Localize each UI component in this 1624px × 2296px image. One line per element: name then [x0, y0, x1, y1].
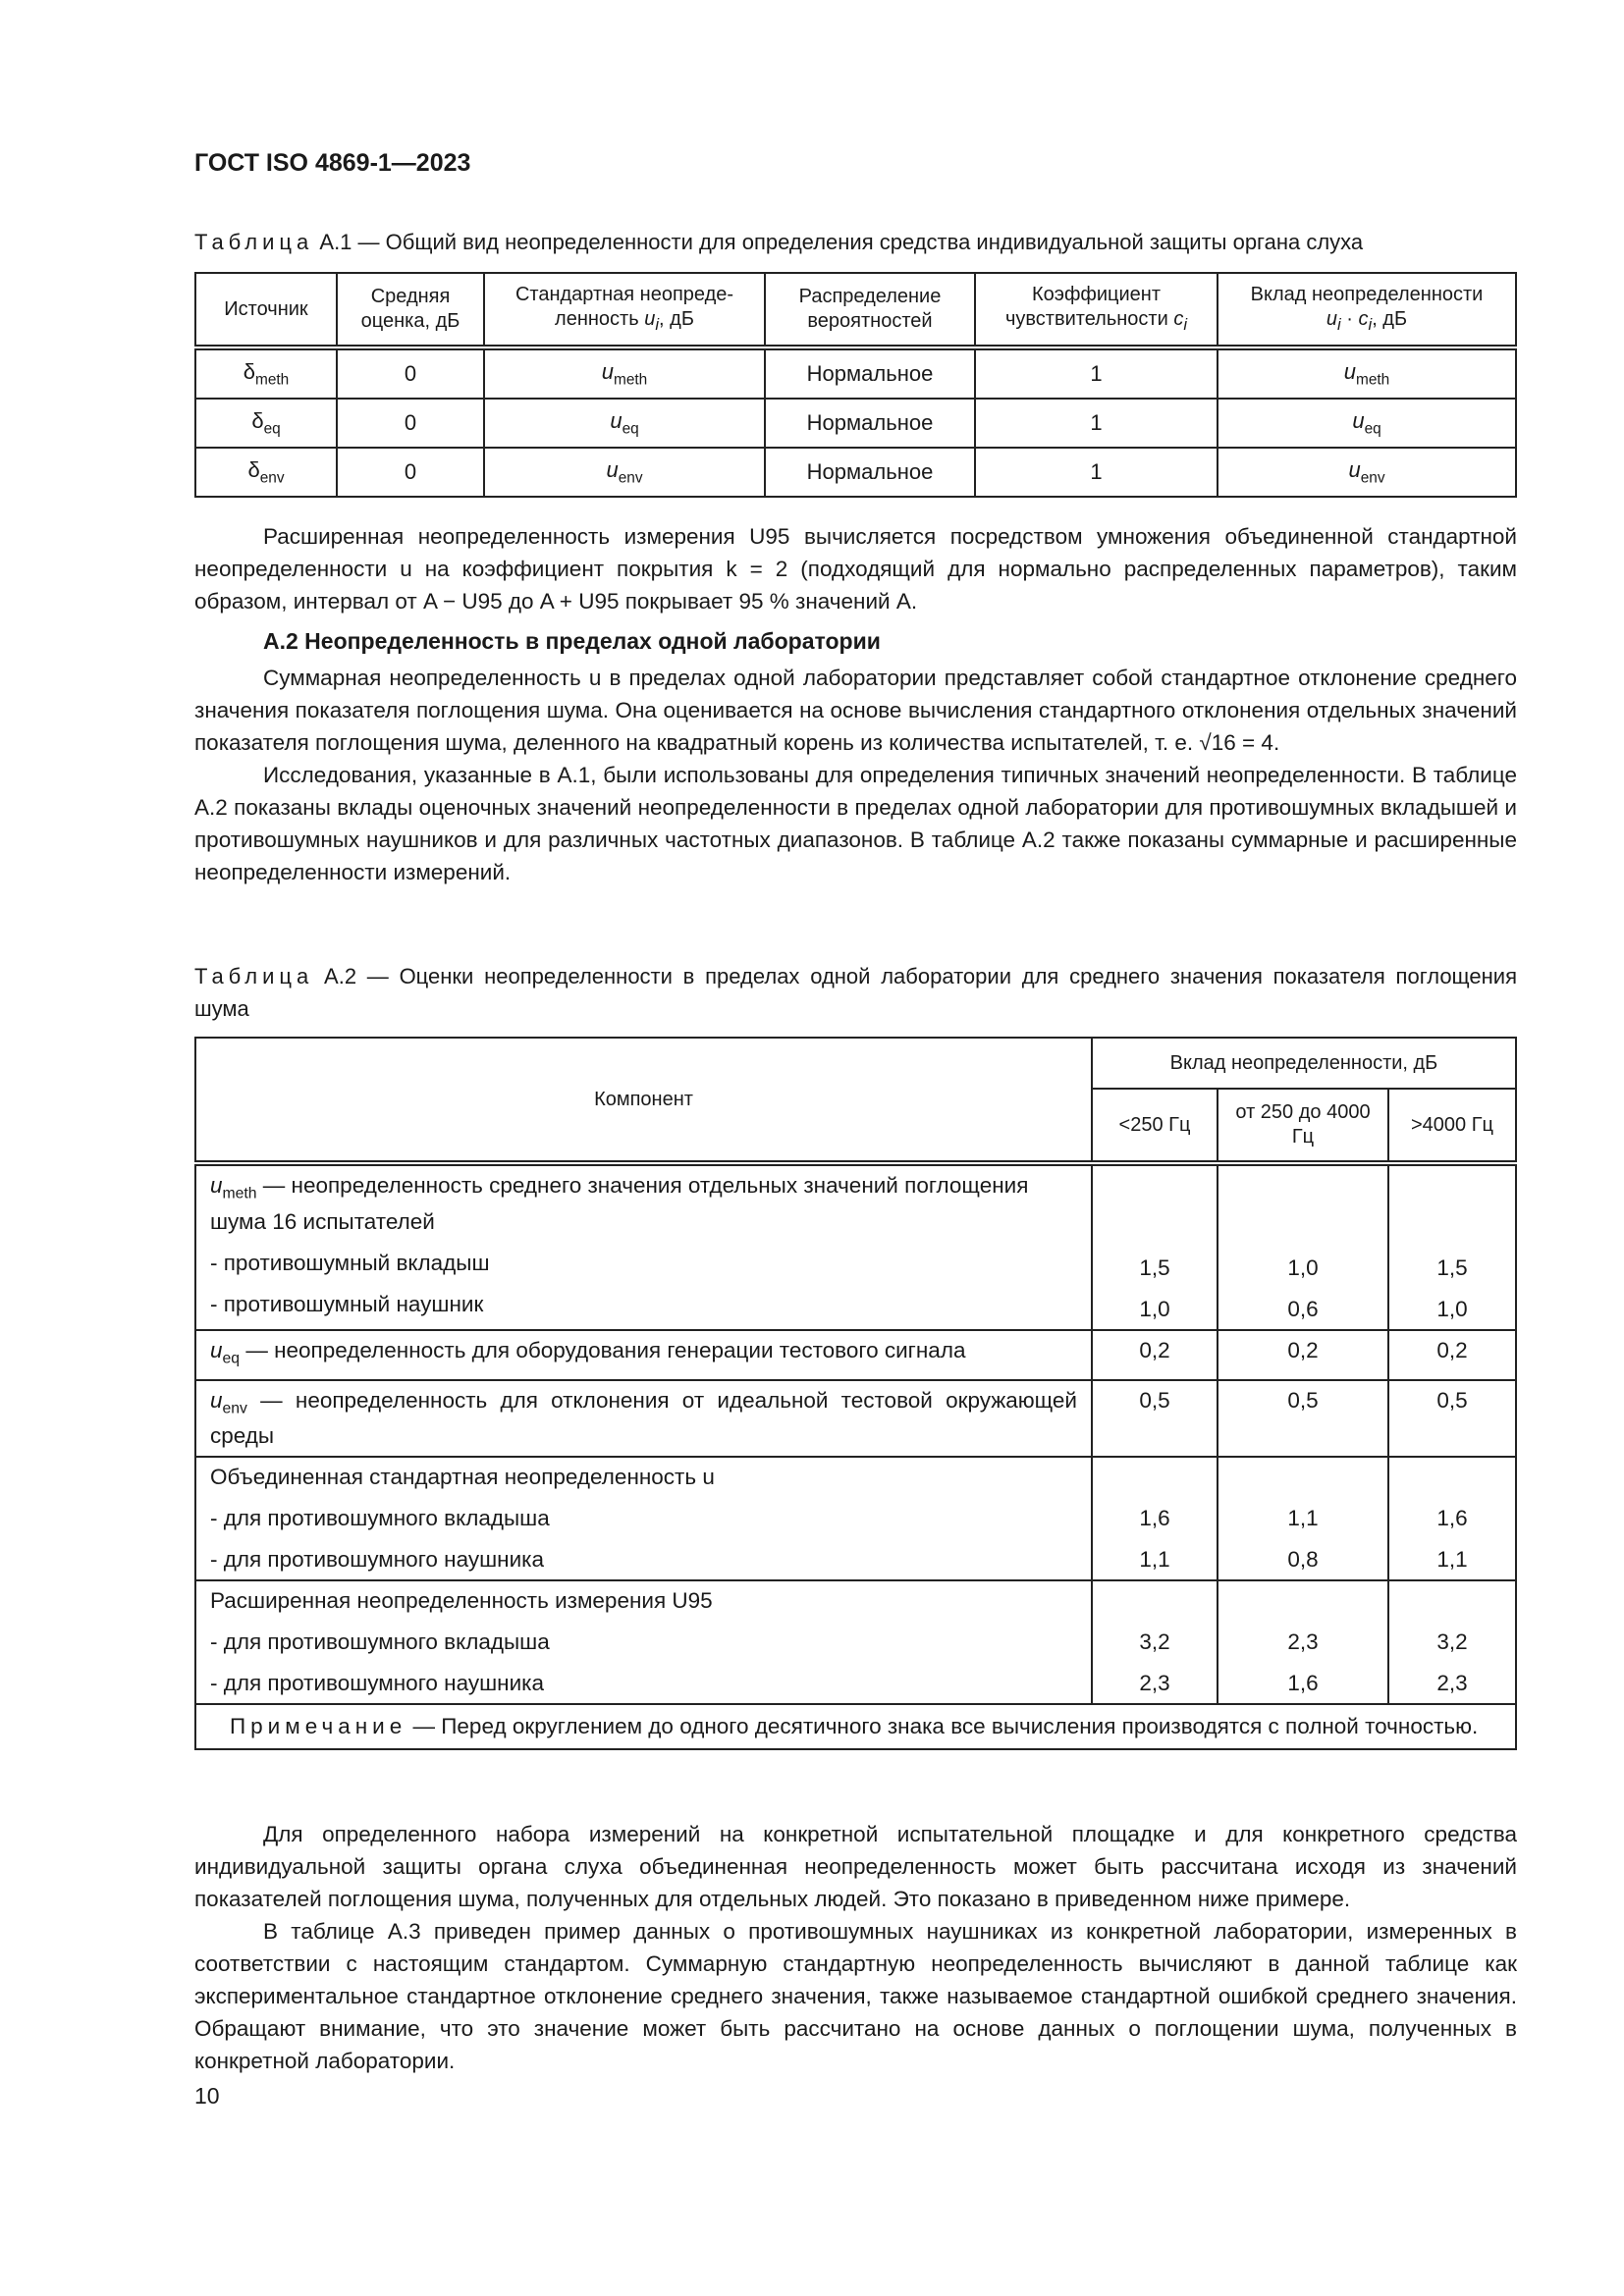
table-row-umeth: umeth — неопределенность среднего значен… — [194, 1160, 1517, 1331]
caption-label: Таблица — [194, 964, 314, 988]
paragraph-within-lab: Суммарная неопределенность u в пределах … — [194, 666, 1517, 755]
caption-text: А.2 — Оценки неопределенности в пределах… — [194, 964, 1517, 1021]
table-row-expanded: Расширенная неопределенность измерения U… — [194, 1579, 1517, 1705]
page-number: 10 — [194, 2083, 220, 2109]
cell-value: 1,6 1,1 — [1091, 1456, 1218, 1581]
paragraph-expanded-uncertainty: Расширенная неопределенность измерения U… — [194, 524, 1517, 614]
table-row-uenv: uenv — неопределенность для отклонения о… — [194, 1378, 1517, 1458]
cell-value: 3,2 2,3 — [1091, 1579, 1218, 1705]
cell-value: 0,2 — [1217, 1329, 1389, 1381]
table-note-row: Примечание — Перед округлением до одного… — [194, 1703, 1517, 1750]
cell-u: ueq — [483, 398, 766, 449]
cell-c: 1 — [974, 398, 1218, 449]
col-band-high: >4000 Гц — [1387, 1088, 1517, 1164]
table-row: δenv 0 uenv Нормальное 1 uenv — [194, 447, 1517, 498]
cell-dist: Нормальное — [764, 398, 976, 449]
table-row: δmeth 0 umeth Нормальное 1 umeth — [194, 345, 1517, 400]
table-row-ueq: ueq — неопределенность для оборудования … — [194, 1329, 1517, 1381]
cell-mean: 0 — [336, 447, 485, 498]
cell-mean: 0 — [336, 345, 485, 400]
col-contribution: Вклад неопределенности ui · ci, дБ — [1217, 272, 1517, 348]
cell-component: Расширенная неопределенность измерения U… — [194, 1579, 1093, 1705]
table-note: Примечание — Перед округлением до одного… — [194, 1703, 1517, 1750]
paragraph-measurement-set: Для определенного набора измерений на ко… — [194, 1822, 1517, 1911]
cell-value: 0,5 — [1091, 1378, 1218, 1458]
cell-value: 2,3 1,6 — [1217, 1579, 1389, 1705]
col-std-uncertainty: Стандартная неопреде-ленность ui, дБ — [483, 272, 766, 348]
col-source: Источник — [194, 272, 338, 348]
section-heading: А.2 Неопределенность в пределах одной ла… — [263, 628, 881, 654]
col-band-mid: от 250 до 4000 Гц — [1217, 1088, 1389, 1164]
paragraph-studies: Исследования, указанные в А.1, были испо… — [194, 763, 1517, 884]
cell-u: umeth — [483, 345, 766, 400]
col-mean: Средняя оценка, дБ — [336, 272, 485, 348]
document-header: ГОСТ ISO 4869-1—2023 — [194, 149, 471, 177]
cell-value: 1,5 1,0 — [1387, 1160, 1517, 1331]
cell-source: δeq — [194, 398, 338, 449]
cell-source: δmeth — [194, 345, 338, 400]
cell-value: 1,5 1,0 — [1091, 1160, 1218, 1331]
col-band-low: <250 Гц — [1091, 1088, 1218, 1164]
table-a1-caption: Таблица А.1 — Общий вид неопределенности… — [194, 226, 1520, 258]
cell-u: uenv — [483, 447, 766, 498]
cell-contrib: umeth — [1217, 345, 1517, 400]
table-row-combined: Объединенная стандартная неопределенност… — [194, 1456, 1517, 1581]
cell-value: 0,5 — [1217, 1378, 1389, 1458]
cell-c: 1 — [974, 345, 1218, 400]
caption-label: Таблица — [194, 230, 314, 254]
col-component: Компонент — [194, 1037, 1093, 1164]
paragraph-table-a3: В таблице А.3 приведен пример данных о п… — [194, 1919, 1517, 2073]
cell-component: ueq — неопределенность для оборудования … — [194, 1329, 1093, 1381]
cell-value: 0,2 — [1387, 1329, 1517, 1381]
table-a2-caption: Таблица А.2 — Оценки неопределенности в … — [194, 960, 1517, 1025]
cell-value: 1,0 0,6 — [1217, 1160, 1389, 1331]
col-group-contribution: Вклад неопределенности, дБ — [1091, 1037, 1517, 1090]
cell-value: 1,1 0,8 — [1217, 1456, 1389, 1581]
table-a1: Источник Средняя оценка, дБ Стандартная н… — [194, 272, 1517, 498]
cell-value: 1,6 1,1 — [1387, 1456, 1517, 1581]
cell-component: Объединенная стандартная неопределенност… — [194, 1456, 1093, 1581]
table-row: δeq 0 ueq Нормальное 1 ueq — [194, 398, 1517, 449]
cell-mean: 0 — [336, 398, 485, 449]
cell-source: δenv — [194, 447, 338, 498]
cell-component: uenv — неопределенность для отклонения о… — [194, 1378, 1093, 1458]
table-a2: Компонент Вклад неопределенности, дБ <25… — [194, 1037, 1517, 1750]
caption-text: А.1 — Общий вид неопределенности для опр… — [319, 230, 1364, 254]
cell-dist: Нормальное — [764, 447, 976, 498]
cell-value: 3,2 2,3 — [1387, 1579, 1517, 1705]
col-sensitivity: Коэффициент чувствительности ci — [974, 272, 1218, 348]
table-header-row: Источник Средняя оценка, дБ Стандартная н… — [194, 272, 1517, 348]
cell-value: 0,2 — [1091, 1329, 1218, 1381]
cell-c: 1 — [974, 447, 1218, 498]
cell-contrib: uenv — [1217, 447, 1517, 498]
cell-dist: Нормальное — [764, 345, 976, 400]
cell-component: umeth — неопределенность среднего значен… — [194, 1160, 1093, 1331]
col-distribution: Распределение вероятностей — [764, 272, 976, 348]
cell-contrib: ueq — [1217, 398, 1517, 449]
cell-value: 0,5 — [1387, 1378, 1517, 1458]
